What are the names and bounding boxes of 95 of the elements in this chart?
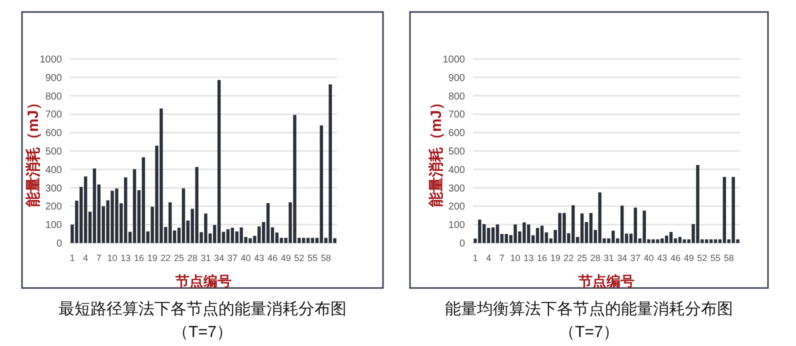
x-tick-label: 49: [684, 253, 694, 263]
bar: [620, 206, 624, 243]
x-tick-label: 1: [472, 253, 478, 263]
x-tick-label: 4: [83, 253, 88, 263]
x-tick-label: 1: [70, 253, 75, 263]
y-tick-label: 200: [45, 202, 62, 213]
x-tick-label: 25: [577, 253, 588, 263]
y-axis-title: 能量消耗（mJ）: [25, 95, 42, 207]
y-tick-label: 600: [448, 128, 466, 140]
bar: [230, 228, 234, 243]
y-tick-label: 0: [459, 238, 466, 250]
y-tick-label: 1000: [442, 54, 466, 66]
bar: [634, 208, 638, 243]
x-tick-label: 58: [320, 253, 331, 263]
bar: [722, 176, 726, 243]
y-tick-label: 500: [45, 146, 62, 158]
y-tick-label: 600: [45, 128, 62, 140]
x-tick-label: 52: [294, 253, 304, 263]
x-tick-label: 22: [564, 253, 574, 263]
x-tick-label: 43: [657, 253, 668, 263]
y-tick-label: 700: [45, 110, 62, 121]
y-tick-label: 1000: [40, 54, 62, 66]
bar: [496, 224, 500, 243]
bar: [664, 236, 668, 243]
bar: [182, 188, 186, 243]
y-tick-label: 300: [45, 183, 62, 194]
x-tick-label: 34: [214, 253, 224, 263]
bar: [491, 227, 495, 243]
y-tick-label: 200: [448, 202, 466, 213]
y-tick-label: 100: [45, 220, 62, 232]
x-tick-label: 37: [630, 253, 640, 263]
y-tick-label: 800: [448, 91, 466, 102]
x-tick-label: 10: [510, 253, 520, 263]
bar: [310, 238, 314, 243]
y-tick-label: 400: [45, 164, 62, 176]
x-tick-label: 7: [499, 253, 504, 263]
y-axis-title: 能量消耗（mJ）: [428, 95, 445, 207]
y-tick-label: 300: [448, 183, 466, 194]
x-tick-label: 52: [697, 253, 708, 263]
y-tick-label: 900: [45, 72, 62, 84]
x-tick-label: 22: [160, 253, 171, 263]
x-tick-label: 13: [120, 253, 131, 263]
x-tick-label: 43: [254, 253, 264, 263]
y-tick-label: 700: [448, 110, 466, 121]
text: （T=7）: [172, 324, 233, 341]
y-tick-label: 500: [448, 146, 466, 158]
x-tick-label: 40: [644, 253, 654, 263]
bar: [266, 203, 270, 243]
x-tick-label: 10: [107, 253, 118, 263]
y-tick-label: 900: [448, 72, 466, 84]
x-tick-label: 28: [590, 253, 600, 263]
y-tick-label: 400: [448, 164, 466, 176]
x-tick-label: 46: [670, 253, 680, 263]
x-tick-label: 34: [617, 253, 628, 263]
bar: [142, 157, 146, 243]
x-tick-label: 49: [280, 253, 291, 263]
y-tick-label: 800: [45, 91, 62, 102]
x-tick-label: 19: [147, 253, 158, 263]
x-tick-label: 37: [227, 253, 238, 263]
y-tick-label: 100: [448, 220, 466, 232]
y-tick-label: 0: [56, 238, 62, 250]
bar: [92, 168, 96, 243]
x-tick-label: 46: [267, 253, 278, 263]
bar: [540, 226, 544, 243]
x-tick-label: 16: [536, 253, 547, 263]
text: （T=7）: [558, 324, 620, 341]
bar: [217, 80, 221, 243]
bar: [536, 228, 540, 243]
bar: [486, 228, 490, 243]
bar: [306, 238, 310, 243]
x-tick-label: 25: [174, 253, 184, 263]
bar: [226, 229, 230, 243]
x-tick-label: 31: [604, 253, 614, 263]
x-tick-label: 13: [524, 253, 534, 263]
text: 最短路径算法下各节点的能量消耗分布图: [58, 300, 346, 318]
text: 能量均衡算法下各节点的能量消耗分布图: [445, 300, 733, 318]
x-tick-label: 58: [724, 253, 734, 263]
x-tick-label: 31: [200, 253, 211, 263]
bar: [669, 232, 673, 243]
x-tick-label: 16: [134, 253, 144, 263]
x-tick-label: 55: [710, 253, 721, 263]
x-axis-title: 节点编号: [578, 273, 634, 289]
x-tick-label: 55: [308, 253, 318, 263]
x-tick-label: 28: [187, 253, 198, 263]
x-tick-label: 4: [486, 253, 492, 263]
bar: [320, 125, 324, 243]
bar: [678, 236, 682, 243]
x-tick-label: 7: [96, 253, 102, 263]
x-axis-title: 节点编号: [174, 273, 232, 289]
x-tick-label: 19: [550, 253, 560, 263]
bar: [580, 213, 584, 243]
x-tick-label: 40: [240, 253, 251, 263]
bar: [132, 169, 136, 243]
bar: [84, 176, 88, 243]
bar: [589, 213, 593, 243]
